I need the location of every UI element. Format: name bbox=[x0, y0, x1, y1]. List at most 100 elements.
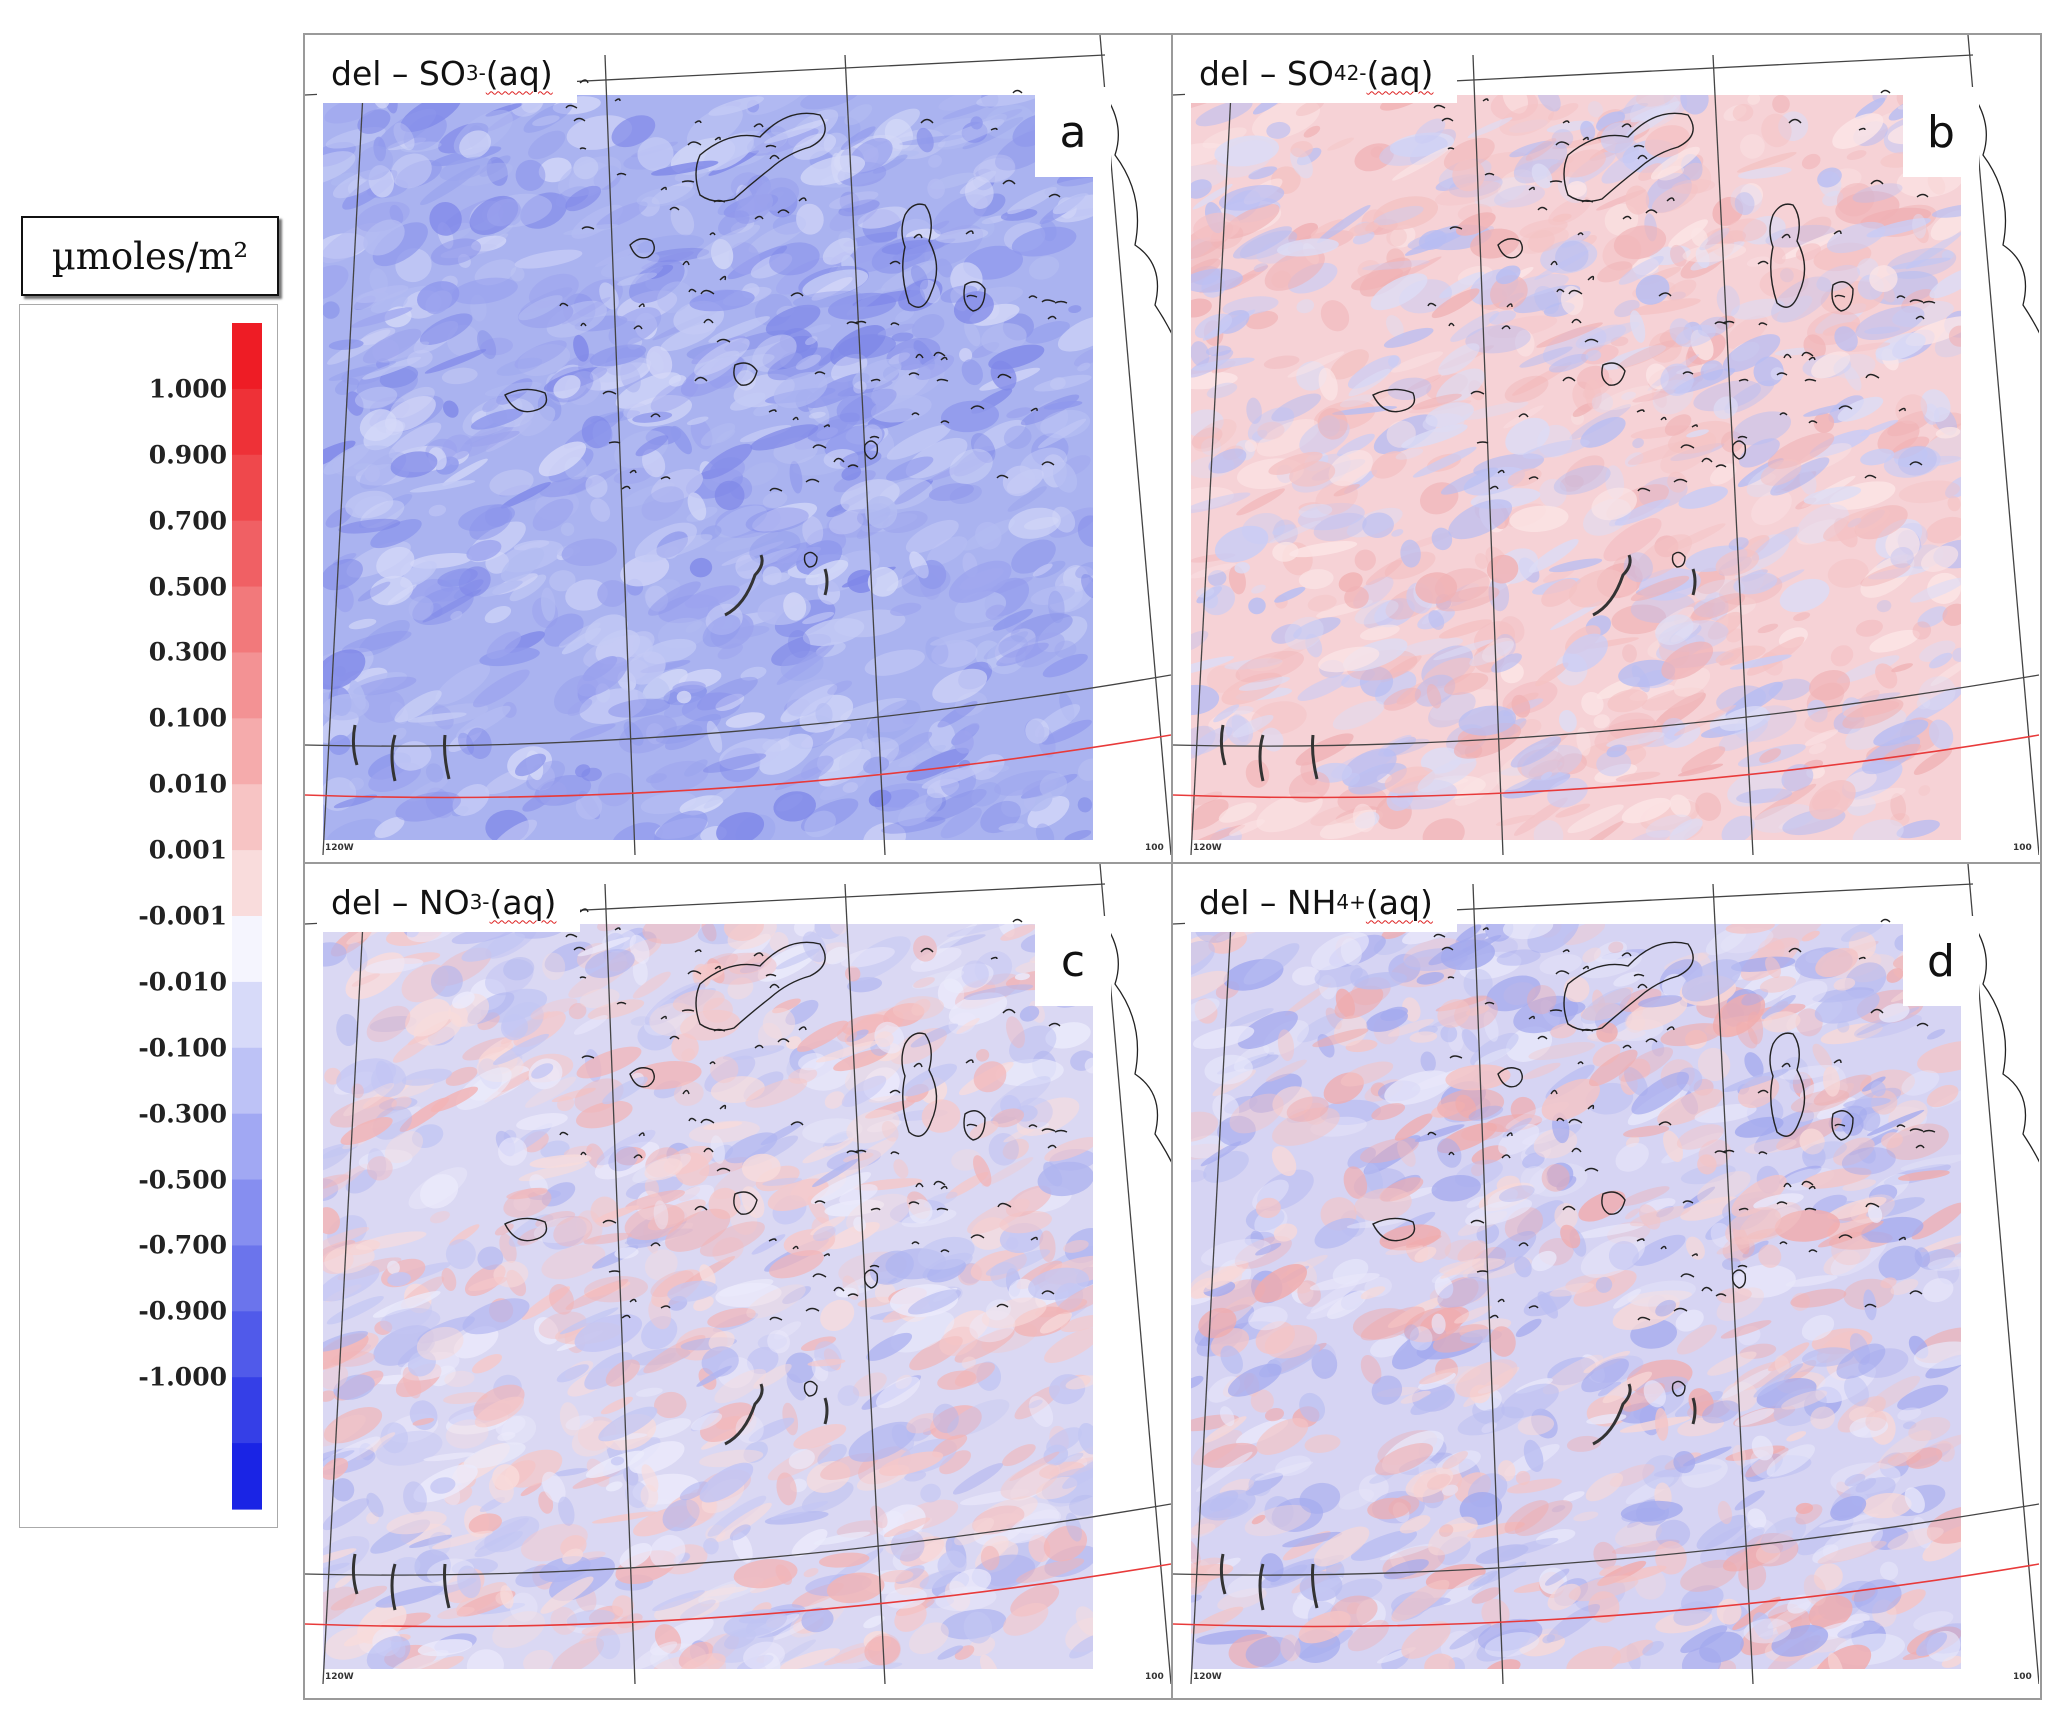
title-subscript: 3 bbox=[469, 890, 483, 914]
map-a bbox=[305, 35, 1171, 856]
legend-swatch bbox=[232, 1245, 262, 1312]
legend-swatch bbox=[232, 1311, 262, 1378]
color-legend: 1.000 0.900 0.700 0.500 0.300 0.100 0.010 0.001… bbox=[19, 304, 278, 1528]
coastline-outlines bbox=[351, 79, 1171, 782]
legend-tick-label: 1.000 bbox=[148, 374, 227, 404]
boundary-line-red bbox=[1173, 1563, 2039, 1628]
boundary-line-red bbox=[1173, 734, 2039, 799]
panel-title-d: del – NH 4 + (aq) bbox=[1185, 872, 1457, 932]
lon-label-right: 100 bbox=[2013, 1672, 2032, 1682]
title-prefix: del – SO bbox=[1199, 53, 1334, 93]
legend-swatch bbox=[232, 916, 262, 983]
legend-tick-label: -0.300 bbox=[138, 1099, 227, 1129]
panel-title-b: del – SO 4 2- (aq) bbox=[1185, 43, 1458, 103]
map-figure: del – SO 3- (aq) a 120W 100 del – SO 4 2- (aq) b… bbox=[303, 33, 2042, 1700]
graticule-line bbox=[1190, 883, 1234, 1685]
graticule-line bbox=[1173, 1503, 2039, 1576]
coastline-outlines bbox=[1219, 908, 2039, 1611]
graticule-line bbox=[322, 54, 366, 856]
legend-swatch bbox=[232, 718, 262, 785]
panel-divider-horizontal bbox=[305, 862, 2040, 864]
graticule-line bbox=[1967, 864, 2039, 1685]
legend-swatch bbox=[232, 586, 262, 654]
lon-label-left: 120W bbox=[325, 843, 354, 853]
legend-swatch bbox=[232, 323, 262, 390]
boundary-line-red bbox=[305, 734, 1171, 799]
legend-swatch bbox=[232, 1047, 262, 1115]
legend-tick-label: -0.900 bbox=[138, 1296, 227, 1326]
legend-swatch bbox=[232, 1443, 262, 1510]
graticule-line bbox=[322, 883, 366, 1685]
graticule-line bbox=[604, 54, 636, 856]
title-superscript: 2- bbox=[1346, 61, 1367, 85]
title-prefix: del – NO bbox=[331, 882, 470, 922]
lon-label-right: 100 bbox=[2013, 843, 2032, 853]
panel-letter-a: a bbox=[1035, 87, 1111, 177]
legend-swatch bbox=[232, 1113, 262, 1181]
panel-letter-b: b bbox=[1903, 87, 1979, 177]
graticule-line bbox=[844, 54, 886, 856]
graticule-line bbox=[844, 883, 886, 1685]
lon-label-left: 120W bbox=[1193, 843, 1222, 853]
legend-tick-label: 0.900 bbox=[148, 440, 227, 470]
graticule-line bbox=[305, 1503, 1171, 1576]
lon-label-left: 120W bbox=[325, 1672, 354, 1682]
legend-swatch bbox=[232, 981, 262, 1049]
legend-tick-label: -0.500 bbox=[138, 1165, 227, 1195]
title-subscript: 4 bbox=[1336, 890, 1350, 914]
map-c bbox=[305, 864, 1171, 1685]
legend-swatch bbox=[232, 1377, 262, 1444]
legend-tick-label: 0.500 bbox=[148, 572, 227, 602]
legend-tick-label: -1.000 bbox=[138, 1362, 227, 1392]
graticule-line bbox=[1967, 35, 2039, 856]
legend-units-label: µmoles/m² bbox=[51, 234, 249, 278]
boundary-line-red bbox=[305, 1563, 1171, 1628]
graticule-line bbox=[1712, 883, 1754, 1685]
panel-title-a: del – SO 3- (aq) bbox=[317, 43, 577, 103]
panel-divider-vertical bbox=[1171, 35, 1173, 1698]
graticule-line bbox=[1472, 54, 1504, 856]
concentration-field bbox=[323, 95, 1093, 840]
graticule-line bbox=[1190, 54, 1234, 856]
legend-swatch bbox=[232, 454, 262, 522]
legend-swatch bbox=[232, 388, 262, 456]
panel-title-c: del – NO 3- (aq) bbox=[317, 872, 581, 932]
concentration-field bbox=[323, 924, 1093, 1669]
title-subscript: 3 bbox=[465, 61, 479, 85]
panel-letter-d: d bbox=[1903, 916, 1979, 1006]
lon-label-right: 100 bbox=[1145, 843, 1164, 853]
graticule-line bbox=[1472, 883, 1504, 1685]
map-b bbox=[1173, 35, 2039, 856]
title-prefix: del – NH bbox=[1199, 882, 1337, 922]
lon-label-left: 120W bbox=[1193, 1672, 1222, 1682]
concentration-field bbox=[1191, 924, 1961, 1669]
map-panel-a: del – SO 3- (aq) a 120W 100 bbox=[305, 35, 1171, 862]
legend-tick-label: -0.001 bbox=[138, 901, 227, 931]
legend-tick-label: -0.700 bbox=[138, 1230, 227, 1260]
title-superscript: - bbox=[482, 890, 490, 914]
lon-label-right: 100 bbox=[1145, 1672, 1164, 1682]
concentration-field bbox=[1191, 95, 1961, 840]
map-panel-c: del – NO 3- (aq) c 120W 100 bbox=[305, 864, 1171, 1691]
map-panel-d: del – NH 4 + (aq) d 120W 100 bbox=[1173, 864, 2039, 1691]
coastline-outlines bbox=[351, 908, 1171, 1611]
graticule-line bbox=[1173, 674, 2039, 747]
legend-tick-label: 0.001 bbox=[148, 835, 227, 865]
title-suffix: (aq) bbox=[1365, 882, 1433, 922]
legend-tick-label: 0.100 bbox=[148, 703, 227, 733]
legend-swatch bbox=[232, 850, 262, 917]
legend-swatch bbox=[232, 784, 262, 851]
color-scale-bar bbox=[232, 323, 262, 1510]
title-suffix: (aq) bbox=[489, 882, 557, 922]
graticule-line bbox=[305, 674, 1171, 747]
map-d bbox=[1173, 864, 2039, 1685]
title-superscript: + bbox=[1349, 890, 1366, 914]
map-panel-b: del – SO 4 2- (aq) b 120W 100 bbox=[1173, 35, 2039, 862]
legend-tick-label: -0.010 bbox=[138, 967, 227, 997]
graticule-line bbox=[1099, 35, 1171, 856]
panel-letter-c: c bbox=[1035, 916, 1111, 1006]
title-suffix: (aq) bbox=[1366, 53, 1434, 93]
graticule-line bbox=[1712, 54, 1754, 856]
legend-tick-label: 0.010 bbox=[148, 769, 227, 799]
legend-swatch bbox=[232, 1179, 262, 1247]
